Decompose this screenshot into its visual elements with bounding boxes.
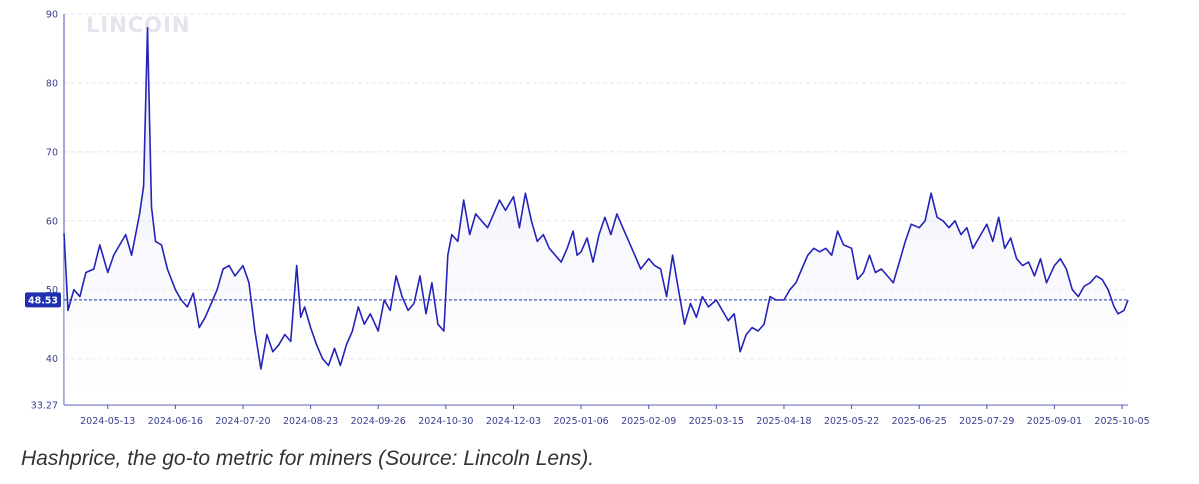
x-tick-label: 2025-06-25 — [892, 416, 947, 427]
x-tick-label: 2024-07-20 — [215, 416, 270, 427]
current-value-badge: 48.53 — [25, 292, 61, 308]
y-tick-label: 50 — [46, 285, 58, 296]
x-tick-label: 2024-06-16 — [148, 416, 203, 427]
x-tick-label: 2024-09-26 — [351, 416, 406, 427]
x-tick-label: 2025-07-29 — [959, 416, 1014, 427]
x-tick-label: 2024-05-13 — [80, 416, 135, 427]
current-value-badge-box — [25, 292, 61, 308]
x-tick-label: 2025-04-18 — [756, 416, 811, 427]
y-tick-label: 90 — [46, 10, 58, 21]
current-value-label: 48.53 — [28, 295, 58, 306]
series-area — [64, 27, 1128, 406]
figure-caption: Hashprice, the go-to metric for miners (… — [21, 447, 595, 470]
x-tick-label: 2025-01-06 — [553, 416, 608, 427]
data-points — [63, 27, 1129, 370]
x-tick-label: 2025-10-05 — [1094, 416, 1149, 427]
x-tick-label: 2025-09-01 — [1027, 416, 1082, 427]
x-tick-label: 2024-08-23 — [283, 416, 338, 427]
y-tick-label: 70 — [46, 147, 58, 158]
x-tick-label: 2024-12-03 — [486, 416, 541, 427]
x-tick-label: 2025-02-09 — [621, 416, 676, 427]
x-tick-label: 2025-03-15 — [689, 416, 744, 427]
x-tick-label: 2024-10-30 — [418, 416, 473, 427]
x-tick-label: 2025-05-22 — [824, 416, 879, 427]
series-line — [63, 27, 1129, 370]
y-tick-label: 80 — [46, 78, 58, 89]
y-tick-label: 33.27 — [31, 401, 58, 412]
watermark-text: LINCOIN — [86, 13, 190, 37]
x-axis: 2024-05-13 2024-06-16 2024-07-20 2024-08-23… — [80, 405, 1150, 427]
y-tick-label: 40 — [46, 354, 58, 365]
y-tick-label: 60 — [46, 216, 58, 227]
